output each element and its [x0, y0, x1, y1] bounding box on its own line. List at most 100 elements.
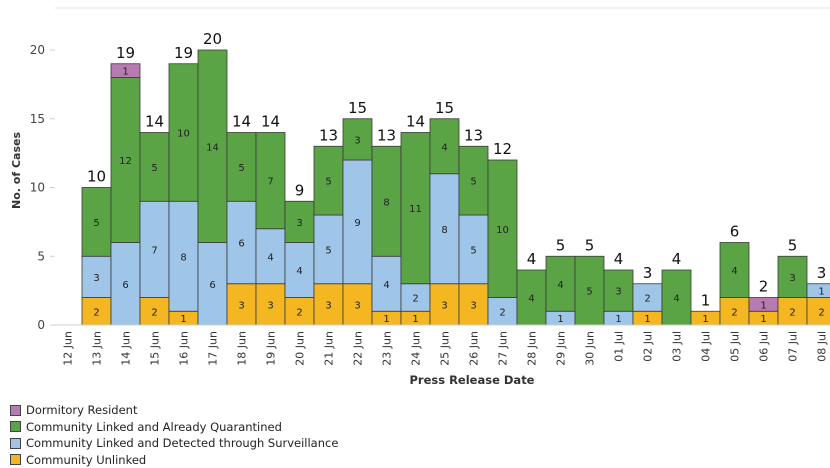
segment-value-label: 2 — [296, 307, 302, 318]
legend-swatch — [10, 404, 21, 416]
bar-total-label: 14 — [145, 113, 164, 131]
bar-total-label: 20 — [203, 30, 222, 48]
segment-value-label: 7 — [151, 245, 157, 256]
segment-value-label: 5 — [470, 177, 476, 188]
x-tick-label: 30 Jun — [584, 331, 597, 366]
segment-value-label: 4 — [441, 142, 447, 153]
x-tick-label: 29 Jun — [555, 331, 568, 366]
bar-total-label: 13 — [377, 126, 396, 144]
segment-value-label: 1 — [412, 314, 418, 325]
bar-segment — [603, 269, 634, 312]
segment-value-label: 3 — [238, 300, 244, 311]
segment-value-label: 1 — [760, 314, 766, 325]
segment-value-label: 11 — [409, 204, 422, 215]
bar-segment — [429, 283, 460, 326]
segment-value-label: 6 — [209, 280, 215, 291]
bar-total-label: 13 — [319, 126, 338, 144]
y-tick-label: 15 — [30, 112, 45, 126]
bar-segment — [574, 255, 605, 326]
bar-total-label: 19 — [174, 44, 193, 62]
x-tick-label: 08 Jul — [816, 331, 829, 362]
bar-total-label: 5 — [788, 236, 798, 254]
segment-value-label: 4 — [296, 266, 302, 277]
x-tick-label: 24 Jun — [410, 331, 423, 366]
y-tick-label: 20 — [30, 43, 45, 57]
segment-value-label: 5 — [93, 218, 99, 229]
bar-total-label: 4 — [527, 250, 537, 268]
bar-total-label: 3 — [643, 264, 653, 282]
segment-value-label: 3 — [789, 273, 795, 284]
bar-segment — [400, 132, 431, 285]
bar-segment — [226, 132, 257, 202]
segment-value-label: 2 — [731, 307, 737, 318]
bar-segment — [371, 255, 402, 312]
y-tick-label: 10 — [30, 181, 45, 195]
bar-total-label: 10 — [87, 168, 106, 186]
segment-value-label: 8 — [441, 225, 447, 236]
x-tick-label: 03 Jul — [671, 331, 684, 362]
segment-value-label: 4 — [383, 280, 389, 291]
x-tick-label: 16 Jun — [178, 331, 191, 366]
x-tick-label: 22 Jun — [352, 331, 365, 366]
bar-segment — [110, 77, 141, 243]
bar-segment — [429, 173, 460, 285]
segment-value-label: 4 — [267, 252, 273, 263]
segment-value-label: 14 — [206, 142, 219, 153]
bar-segment — [197, 49, 228, 243]
x-tick-label: 15 Jun — [149, 331, 162, 366]
bar-total-label: 14 — [406, 113, 425, 131]
segment-value-label: 5 — [325, 177, 331, 188]
legend-item: Dormitory Resident — [10, 402, 338, 419]
bar-segment — [342, 159, 373, 285]
bar-segment — [255, 283, 286, 326]
segment-value-label: 10 — [177, 129, 190, 140]
segment-value-label: 10 — [496, 225, 509, 236]
bar-segment — [139, 132, 170, 202]
segment-value-label: 1 — [383, 314, 389, 325]
x-tick-label: 23 Jun — [381, 331, 394, 366]
segment-value-label: 3 — [296, 218, 302, 229]
segment-value-label: 4 — [731, 266, 737, 277]
legend-label: Community Linked and Detected through Su… — [26, 436, 339, 451]
segment-value-label: 4 — [673, 294, 679, 305]
segment-value-label: 8 — [383, 197, 389, 208]
bar-total-label: 14 — [261, 113, 280, 131]
bar-total-label: 2 — [759, 278, 769, 296]
bar-total-label: 1 — [701, 291, 711, 309]
segment-value-label: 1 — [180, 314, 186, 325]
segment-value-label: 3 — [615, 287, 621, 298]
bar-segment — [516, 269, 547, 326]
bar-segment — [487, 159, 518, 298]
legend-label: Dormitory Resident — [26, 403, 138, 418]
segment-value-label: 2 — [644, 294, 650, 305]
bar-segment — [110, 63, 141, 78]
segment-value-label: 5 — [325, 245, 331, 256]
x-tick-label: 28 Jun — [526, 331, 539, 366]
segment-value-label: 2 — [93, 307, 99, 318]
segment-value-label: 7 — [267, 177, 273, 188]
bar-segment — [661, 269, 692, 326]
x-tick-label: 17 Jun — [207, 331, 220, 366]
bar-segment — [168, 63, 199, 202]
bar-total-label: 5 — [556, 236, 566, 254]
x-tick-label: 02 Jul — [642, 331, 655, 362]
legend-swatch — [10, 454, 21, 466]
bar-total-label: 19 — [116, 44, 135, 62]
bar-segment — [371, 145, 402, 257]
segment-value-label: 3 — [441, 300, 447, 311]
segment-value-label: 3 — [267, 300, 273, 311]
bar-total-label: 5 — [585, 236, 595, 254]
bar-segment — [777, 255, 808, 298]
bar-segment — [284, 200, 315, 243]
segment-value-label: 8 — [180, 252, 186, 263]
bar-segment — [777, 297, 808, 326]
bar-total-label: 14 — [232, 113, 251, 131]
x-tick-label: 04 Jul — [700, 331, 713, 362]
segment-value-label: 5 — [586, 287, 592, 298]
x-tick-label: 12 Jun — [62, 331, 75, 366]
bar-total-label: 4 — [672, 250, 682, 268]
legend: Dormitory Resident Community Linked and A… — [10, 402, 338, 468]
segment-value-label: 1 — [818, 287, 824, 298]
